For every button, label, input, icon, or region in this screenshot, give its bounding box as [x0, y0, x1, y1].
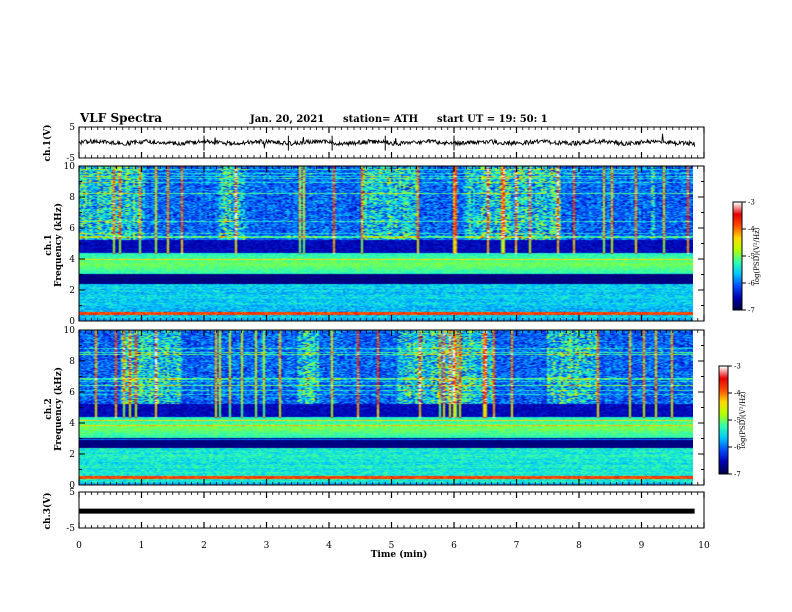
ch1-spectrogram-image — [79, 166, 693, 321]
ch1-waveform-ylabel: ch.1(V) — [42, 125, 53, 162]
x-tick-label: 6 — [451, 541, 457, 551]
ch2-spectrogram-channel-label: ch.2 — [44, 398, 54, 419]
date-label: Jan. 20, 2021 — [249, 114, 324, 125]
x-tick-label: 2 — [201, 541, 207, 551]
y-tick-label: 0 — [69, 481, 75, 491]
y-tick-label: 2 — [69, 450, 75, 460]
ch2-spectrogram-image — [79, 330, 693, 485]
ch1-colorbar: -3 -4 -5 -6 -7 log(PSD)(V²/Hz) — [732, 199, 761, 315]
ch2-spectrogram-ylabel: Frequency (kHz) — [53, 367, 64, 451]
colorbar-tick-label: -7 — [734, 471, 741, 479]
x-tick-label: 1 — [139, 541, 145, 551]
ch2-colorbar-gradient — [719, 366, 728, 474]
ch2-colorbar: -3 -4 -5 -6 -7 log(PSD)(V²/Hz) — [718, 363, 747, 479]
colorbar-tick-label: -4 — [748, 226, 755, 234]
y-tick-label: -5 — [66, 524, 75, 534]
ch1-waveform-trace — [78, 133, 696, 149]
ch1-spectrogram-panel: ch.1 Frequency (kHz) 0 2 4 6 8 10 — [44, 162, 705, 327]
y-tick-label: 6 — [69, 388, 75, 398]
y-tick-label: 5 — [69, 488, 75, 498]
x-axis-label: Time (min) — [371, 549, 428, 560]
colorbar-tick-label: -4 — [734, 390, 741, 398]
y-tick-label: 4 — [69, 419, 75, 429]
x-tick-label: 8 — [576, 541, 582, 551]
x-tick-label: 3 — [264, 541, 270, 551]
station-label: station= ATH — [343, 114, 418, 125]
y-tick-label: 8 — [69, 357, 75, 367]
y-tick-label: 10 — [64, 162, 76, 172]
x-tick-label: 10 — [698, 541, 710, 551]
x-tick-label: 7 — [514, 541, 520, 551]
y-tick-label: 2 — [69, 286, 75, 296]
colorbar-label: log(PSD)(V²/Hz) — [753, 227, 761, 284]
header: VLF Spectra Jan. 20, 2021 station= ATH s… — [79, 111, 548, 125]
colorbar-label: log(PSD)(V²/Hz) — [739, 391, 747, 448]
colorbar-tick-label: -6 — [748, 280, 755, 288]
y-tick-label: 10 — [64, 326, 76, 336]
x-tick-label: 9 — [639, 541, 645, 551]
ch1-colorbar-gradient — [733, 202, 742, 310]
colorbar-tick-label: -5 — [734, 417, 741, 425]
colorbar-tick-label: -7 — [748, 307, 755, 315]
y-tick-label: 4 — [69, 255, 75, 265]
ch3-waveform-ylabel: ch.3(V) — [42, 493, 53, 530]
x-tick-label: 5 — [389, 541, 395, 551]
x-tick-label: 0 — [76, 541, 82, 551]
y-tick-label: 5 — [69, 123, 75, 133]
colorbar-tick-label: -6 — [734, 444, 741, 452]
y-tick-label: -5 — [66, 154, 75, 164]
colorbar-tick-label: -3 — [748, 199, 755, 207]
colorbar-tick-label: -5 — [748, 253, 755, 261]
ch1-spectrogram-ylabel: Frequency (kHz) — [53, 203, 64, 287]
colorbar-tick-label: -3 — [734, 363, 741, 371]
ch2-spectrogram-panel: ch.2 Frequency (kHz) 0 2 4 6 8 10 — [44, 326, 705, 491]
ch1-waveform-panel: ch.1(V) 5 -5 — [42, 123, 705, 164]
figure-title: VLF Spectra — [79, 111, 162, 125]
y-tick-label: 8 — [69, 193, 75, 203]
y-tick-label: 6 — [69, 224, 75, 234]
ch1-spectrogram-channel-label: ch.1 — [44, 234, 54, 255]
start-time-label: start UT = 19: 50: 1 — [437, 114, 548, 125]
y-tick-label: 0 — [69, 317, 75, 327]
ch3-waveform-panel: ch.3(V) 5 -5 — [42, 488, 705, 534]
x-tick-label: 4 — [326, 541, 332, 551]
